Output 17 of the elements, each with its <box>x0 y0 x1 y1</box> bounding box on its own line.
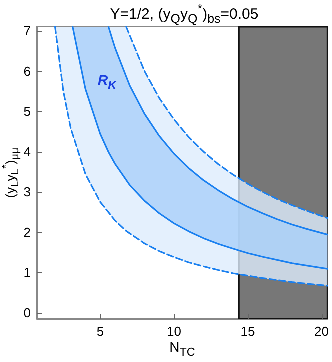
line-series <box>108 26 328 236</box>
y-tick-label: 1 <box>24 265 31 280</box>
x-tick-label: 5 <box>96 324 104 339</box>
x-axis-title: N$_{TC}$ <box>168 339 196 359</box>
y-tick-label: 3 <box>24 184 31 200</box>
y-tick-label: 2 <box>24 224 31 240</box>
y-tick-label: 0 <box>24 305 31 320</box>
x-tick-label: 10 <box>166 324 182 339</box>
line-series <box>126 26 328 220</box>
chart-title: Y=1/2, (y$_{Q}$y$_{Q}$$^{*}$)$_{bs}$=0.05 <box>109 2 260 26</box>
x-tick-label: 15 <box>240 324 256 339</box>
y-tick-label: 7 <box>24 24 31 39</box>
y-tick-label: 4 <box>24 144 31 160</box>
y-tick-label: 6 <box>24 64 31 79</box>
y-tick-label: 5 <box>24 104 31 120</box>
annotation: R$_{K}$ <box>98 72 117 92</box>
x-tick-label: 20 <box>314 324 330 339</box>
